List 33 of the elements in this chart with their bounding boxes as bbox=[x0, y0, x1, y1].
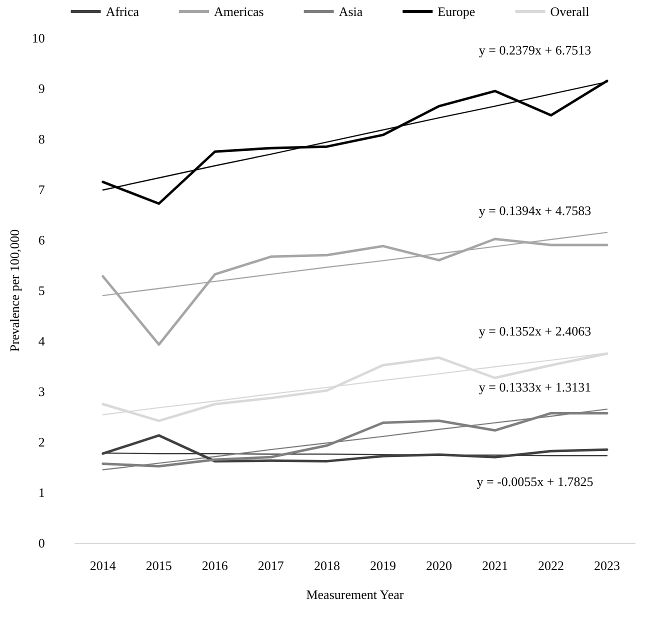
legend-label: Africa bbox=[106, 4, 140, 19]
y-tick-label: 9 bbox=[38, 81, 45, 96]
y-tick-label: 3 bbox=[38, 384, 45, 399]
legend-label: Asia bbox=[338, 4, 363, 19]
y-tick-label: 2 bbox=[38, 434, 45, 450]
x-tick-label: 2016 bbox=[202, 558, 228, 573]
x-tick-label: 2015 bbox=[146, 558, 172, 573]
x-tick-label: 2014 bbox=[90, 558, 116, 573]
x-tick-label: 2021 bbox=[482, 558, 508, 573]
annotation: y = -0.0055x + 1.7825 bbox=[476, 474, 594, 490]
x-tick-label: 2022 bbox=[538, 558, 564, 573]
y-tick-label: 4 bbox=[38, 334, 46, 348]
x-axis-title: Measurement Year bbox=[306, 587, 404, 602]
y-tick-label: 8 bbox=[38, 132, 45, 146]
x-tick-label: 2020 bbox=[426, 558, 452, 573]
y-tick-label: 1 bbox=[38, 485, 45, 500]
y-tick-label: 0 bbox=[38, 536, 45, 550]
x-tick-label: 2019 bbox=[370, 558, 396, 573]
legend-label: Americas bbox=[214, 4, 264, 19]
y-tick-label: 5 bbox=[38, 283, 45, 298]
y-tick-label: 10 bbox=[32, 30, 45, 46]
x-tick-label: 2017 bbox=[258, 558, 284, 573]
x-tick-label: 2018 bbox=[314, 558, 340, 573]
y-tick-label: 6 bbox=[38, 232, 46, 248]
y-tick-label: 7 bbox=[38, 182, 46, 197]
annotation: y = 0.1394x + 4.7583 bbox=[478, 202, 592, 218]
legend-label: Overall bbox=[550, 4, 590, 19]
annotation: y = 0.1333x + 1.3131 bbox=[478, 380, 592, 395]
annotation: y = 0.1352x + 2.4063 bbox=[478, 324, 592, 339]
legend-label: Europe bbox=[438, 4, 476, 19]
x-tick-label: 2023 bbox=[594, 558, 620, 573]
y-axis-title: Prevalence per 100,000 bbox=[7, 229, 22, 352]
annotation: y = 0.2379x + 6.7513 bbox=[478, 42, 592, 58]
